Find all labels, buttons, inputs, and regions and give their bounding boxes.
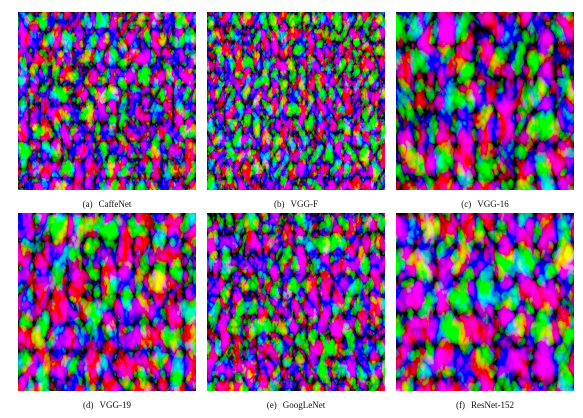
caption: (b) VGG-F bbox=[207, 199, 385, 209]
caption-name: VGG-16 bbox=[477, 199, 509, 209]
perturbation-image bbox=[18, 213, 196, 391]
figure-panel: (b) VGG-F bbox=[207, 12, 385, 209]
caption-name: VGG-19 bbox=[99, 400, 132, 410]
figure-panel: (c) VGG-16 bbox=[396, 12, 574, 209]
caption: (f) ResNet-152 bbox=[396, 400, 574, 410]
caption: (e) GoogLeNet bbox=[207, 400, 385, 410]
caption: (c) VGG-16 bbox=[396, 199, 574, 209]
caption-label: (e) bbox=[266, 400, 277, 410]
caption-name: CaffeNet bbox=[98, 199, 132, 209]
caption-label: (c) bbox=[461, 199, 472, 209]
figure-panel: (d) VGG-19 bbox=[18, 213, 196, 410]
figure-panel: (a) CaffeNet bbox=[18, 12, 196, 209]
caption-name: VGG-F bbox=[290, 199, 318, 209]
figure-panel: (f) ResNet-152 bbox=[396, 213, 574, 410]
caption-label: (b) bbox=[273, 199, 285, 209]
caption: (a) CaffeNet bbox=[18, 199, 196, 209]
perturbation-image bbox=[396, 12, 574, 190]
perturbation-image bbox=[207, 213, 385, 391]
caption-name: GoogLeNet bbox=[282, 400, 326, 410]
caption-label: (a) bbox=[82, 199, 93, 209]
perturbation-image bbox=[18, 12, 196, 190]
caption: (d) VGG-19 bbox=[18, 400, 196, 410]
figure-panel: (e) GoogLeNet bbox=[207, 213, 385, 410]
caption-label: (d) bbox=[83, 400, 94, 410]
caption-label: (f) bbox=[456, 400, 465, 410]
perturbation-image bbox=[396, 213, 574, 391]
caption-name: ResNet-152 bbox=[471, 400, 514, 410]
perturbation-image bbox=[207, 12, 385, 190]
